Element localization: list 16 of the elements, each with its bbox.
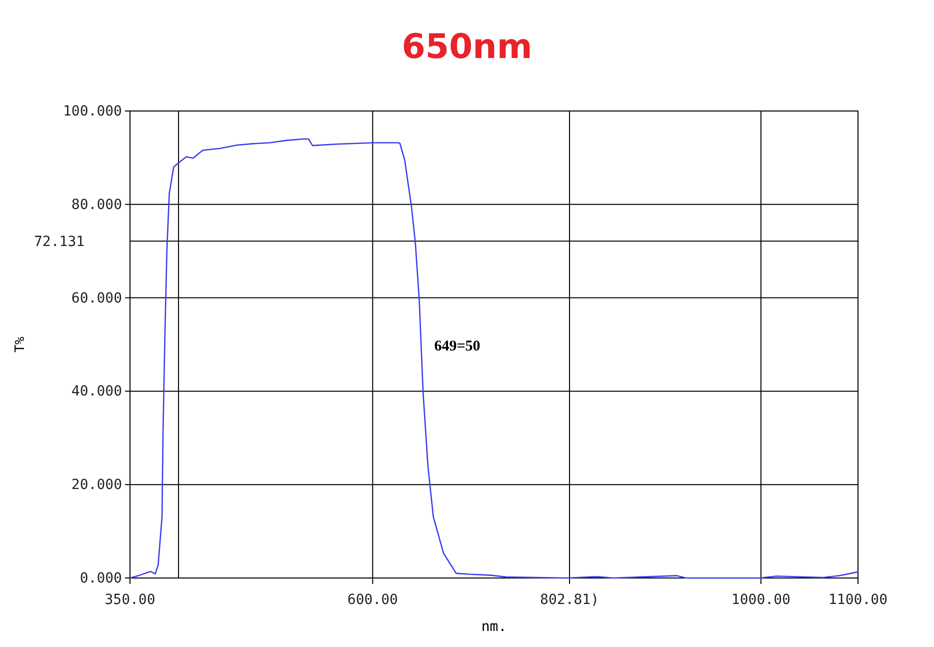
x-tick-label: 802.81) [540, 592, 600, 608]
y-tick-label: 80.000 [71, 196, 122, 213]
x-tick-label: 600.00 [347, 592, 398, 608]
x-axis-title: nm. [481, 619, 507, 635]
ref-line-label: 72.131 [34, 234, 85, 250]
y-axis-title: T% [13, 336, 28, 352]
y-tick-label: 100.000 [62, 103, 122, 120]
x-tick-label: 1100.00 [828, 592, 888, 608]
x-tick-label: 350.00 [104, 592, 156, 608]
y-tick-label: 20.000 [71, 477, 122, 494]
chart-title: 650nm [402, 27, 532, 67]
annotation: 649=50 [434, 338, 480, 354]
x-tick-label: 1000.00 [731, 592, 790, 608]
y-tick-label: 60.000 [71, 290, 122, 306]
y-tick-label: 0.000 [80, 570, 122, 586]
y-tick-label: 40.000 [71, 384, 122, 400]
